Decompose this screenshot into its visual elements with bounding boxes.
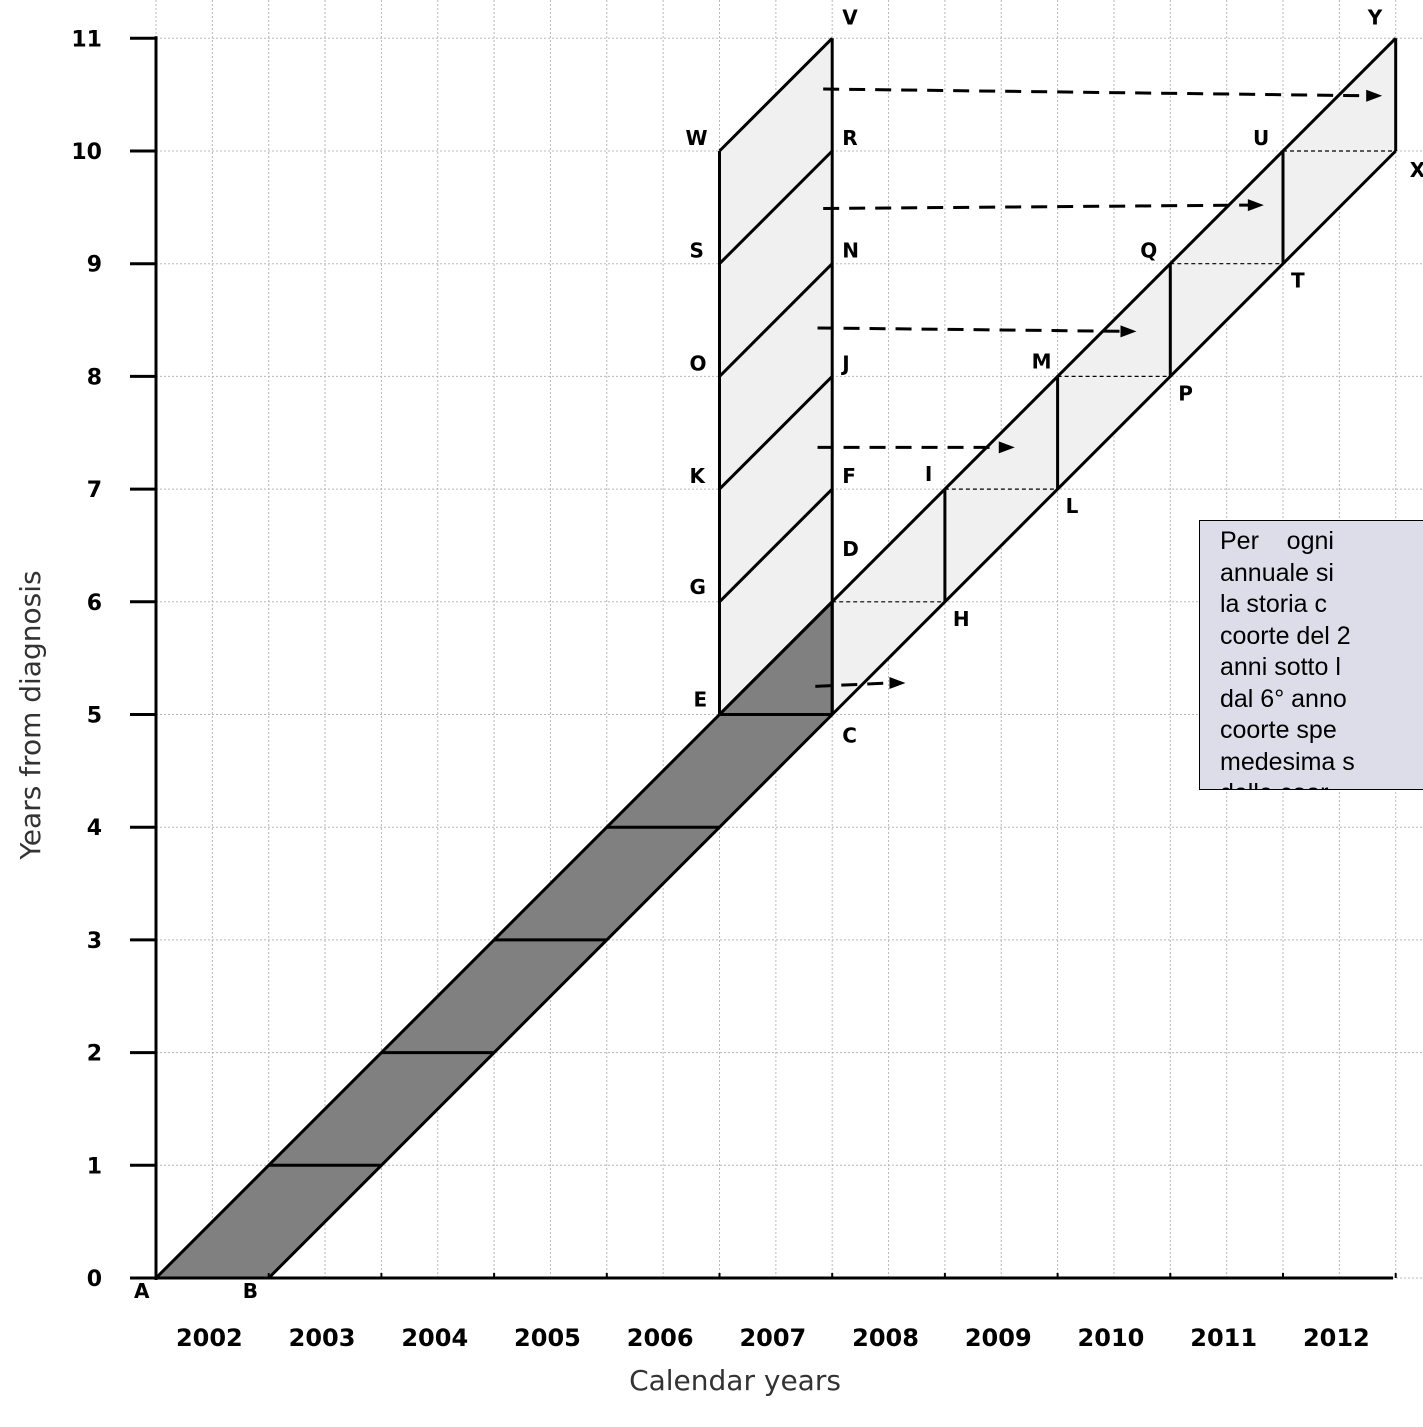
y-tick-label: 6 — [87, 591, 102, 616]
cohort-arrows — [815, 87, 1383, 689]
y-tick-label: 2 — [87, 1042, 102, 1067]
note-box: Per ogni annuale si la storia c coorte del … — [1199, 520, 1423, 790]
point-label-d: D — [842, 537, 859, 561]
vertical-band-slant — [718, 375, 834, 491]
vertical-band-slant — [718, 262, 834, 378]
note-line: dal 6° anno — [1220, 684, 1347, 713]
axes: 0 1 2 3 4 5 6 7 8 9 10 11 2002 2003 2004 2005 2006 2007 20… — [71, 27, 1397, 1352]
y-tick-label: 8 — [87, 365, 102, 390]
arrow-head — [1247, 199, 1264, 212]
point-label-k: K — [690, 464, 707, 488]
note-line: coorte spe — [1220, 716, 1337, 744]
point-label-f: F — [842, 464, 856, 488]
x-tick-label: 2003 — [289, 1324, 356, 1352]
point-label-a: A — [134, 1279, 150, 1303]
x-tick-label: 2007 — [739, 1324, 806, 1352]
x-tick-label: 2004 — [401, 1324, 468, 1352]
y-tick-label: 7 — [87, 478, 102, 503]
point-label-g: G — [690, 575, 706, 599]
point-label-p: P — [1178, 381, 1193, 405]
y-tick-label: 10 — [71, 140, 102, 165]
point-label-x: X — [1410, 158, 1423, 182]
x-tick-label: 2011 — [1190, 1324, 1257, 1352]
arrow-shaft — [823, 203, 1250, 210]
point-label-s: S — [690, 239, 704, 263]
x-tick-label: 2010 — [1078, 1324, 1145, 1352]
vertical-band-slant — [718, 488, 834, 603]
point-label-t: T — [1291, 269, 1305, 293]
x-tick-label: 2006 — [627, 1324, 694, 1352]
diagonal-d-y — [831, 37, 1397, 603]
vertical-band-slant — [718, 149, 834, 265]
point-label-n: N — [842, 239, 859, 263]
point-label-j: J — [840, 351, 849, 375]
y-tick-label: 4 — [87, 816, 102, 841]
point-label-h: H — [953, 607, 970, 631]
vertical-band-slant — [718, 37, 834, 153]
vertical-band-slant — [718, 600, 834, 716]
x-tick-label: 2008 — [852, 1324, 919, 1352]
x-tick-label: 2005 — [514, 1324, 581, 1352]
y-tick-label: 1 — [87, 1154, 102, 1179]
point-label-q: Q — [1140, 239, 1157, 263]
point-label-m: M — [1032, 349, 1052, 373]
point-label-y: Y — [1367, 5, 1383, 29]
y-tick-label: 5 — [87, 704, 102, 729]
point-label-b: B — [243, 1279, 258, 1303]
y-tick-label: 11 — [71, 27, 102, 52]
arrow-head — [998, 441, 1015, 454]
point-label-e: E — [694, 688, 708, 712]
arrow-shaft — [817, 326, 1123, 333]
point-label-v: V — [842, 5, 858, 29]
point-label-r: R — [842, 126, 857, 150]
diagram-shapes — [152, 37, 1398, 1280]
vertical-band — [719, 38, 833, 715]
point-label-w: W — [686, 126, 708, 150]
note-line: la storia c — [1220, 590, 1327, 618]
note-line: medesima s — [1220, 747, 1355, 776]
y-axis-label: Years from diagnosis — [14, 570, 47, 860]
y-tick-label: 3 — [87, 929, 102, 954]
x-tick-label: 2012 — [1303, 1324, 1370, 1352]
arrow-head — [1120, 325, 1137, 338]
point-label-u: U — [1253, 126, 1269, 150]
arrow-shaft — [823, 87, 1369, 98]
x-axis-label: Calendar years — [629, 1364, 841, 1397]
note-line: annuale si — [1220, 558, 1334, 587]
point-label-c: C — [842, 724, 857, 748]
x-tick-label: 2009 — [965, 1324, 1032, 1352]
point-labels: A B C D E F G H I J K L M N O P Q R S T U V W X Y — [134, 5, 1423, 1303]
note-line: Per ogni — [1220, 527, 1334, 555]
point-label-l: L — [1066, 494, 1079, 518]
note-line: coorte del 2 — [1220, 621, 1351, 650]
x-tick-label: 2002 — [176, 1324, 243, 1352]
point-label-i: I — [925, 462, 932, 486]
y-tick-label: 0 — [87, 1267, 102, 1292]
arrow-shaft — [815, 681, 892, 688]
point-label-o: O — [690, 351, 707, 375]
arrow-head — [1366, 89, 1383, 102]
y-tick-label: 9 — [87, 253, 102, 278]
note-line: anni sotto l — [1220, 653, 1341, 681]
arrow-head — [889, 676, 906, 689]
note-line: delle coor — [1220, 778, 1423, 789]
diagonal-c-x — [831, 149, 1397, 716]
